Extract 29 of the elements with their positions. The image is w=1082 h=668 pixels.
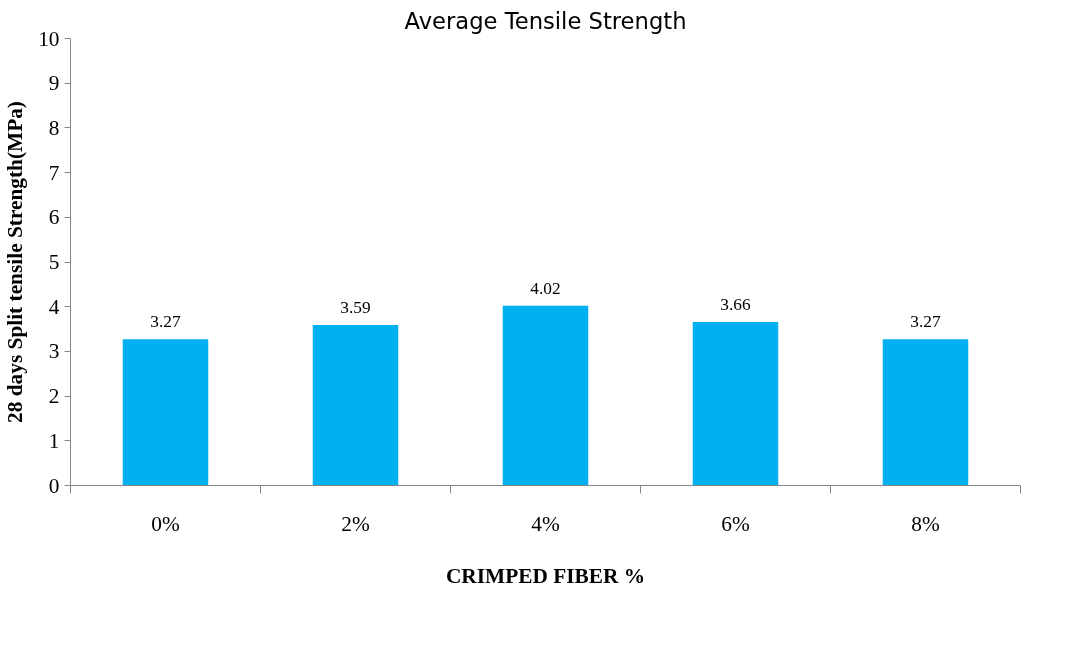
data-label: 4.02 [530,278,561,298]
chart-title: Average Tensile Strength [404,7,687,34]
y-tick-label: 9 [48,71,60,96]
y-tick-label: 0 [48,473,60,498]
x-axis-title: CRIMPED FIBER % [445,563,646,588]
x-tick-label: 2% [341,511,370,536]
x-tick-label: 6% [721,511,750,536]
x-tick-label: 0% [151,511,180,536]
x-tick-label: 8% [911,511,940,536]
data-label: 3.27 [910,312,941,332]
y-tick-label: 1 [48,428,60,453]
y-tick-label: 8 [48,115,60,140]
y-axis-title: 28 days Split tensile Strength(MPa) [3,101,28,423]
bar [502,305,589,486]
data-label: 3.27 [150,312,181,332]
bar [122,339,209,486]
bar [312,325,399,486]
y-tick-label: 5 [48,250,60,274]
y-tick-label: 10 [38,26,60,51]
x-tick-label: 4% [531,511,560,536]
bar [882,339,969,486]
y-tick-label: 2 [48,384,60,409]
y-tick-label: 6 [48,205,60,230]
data-label: 3.66 [720,294,751,314]
y-tick-label: 7 [48,160,60,185]
data-label: 3.59 [340,298,371,318]
y-tick-label: 4 [48,294,60,319]
bar [692,321,779,486]
y-tick-label: 3 [48,339,60,364]
